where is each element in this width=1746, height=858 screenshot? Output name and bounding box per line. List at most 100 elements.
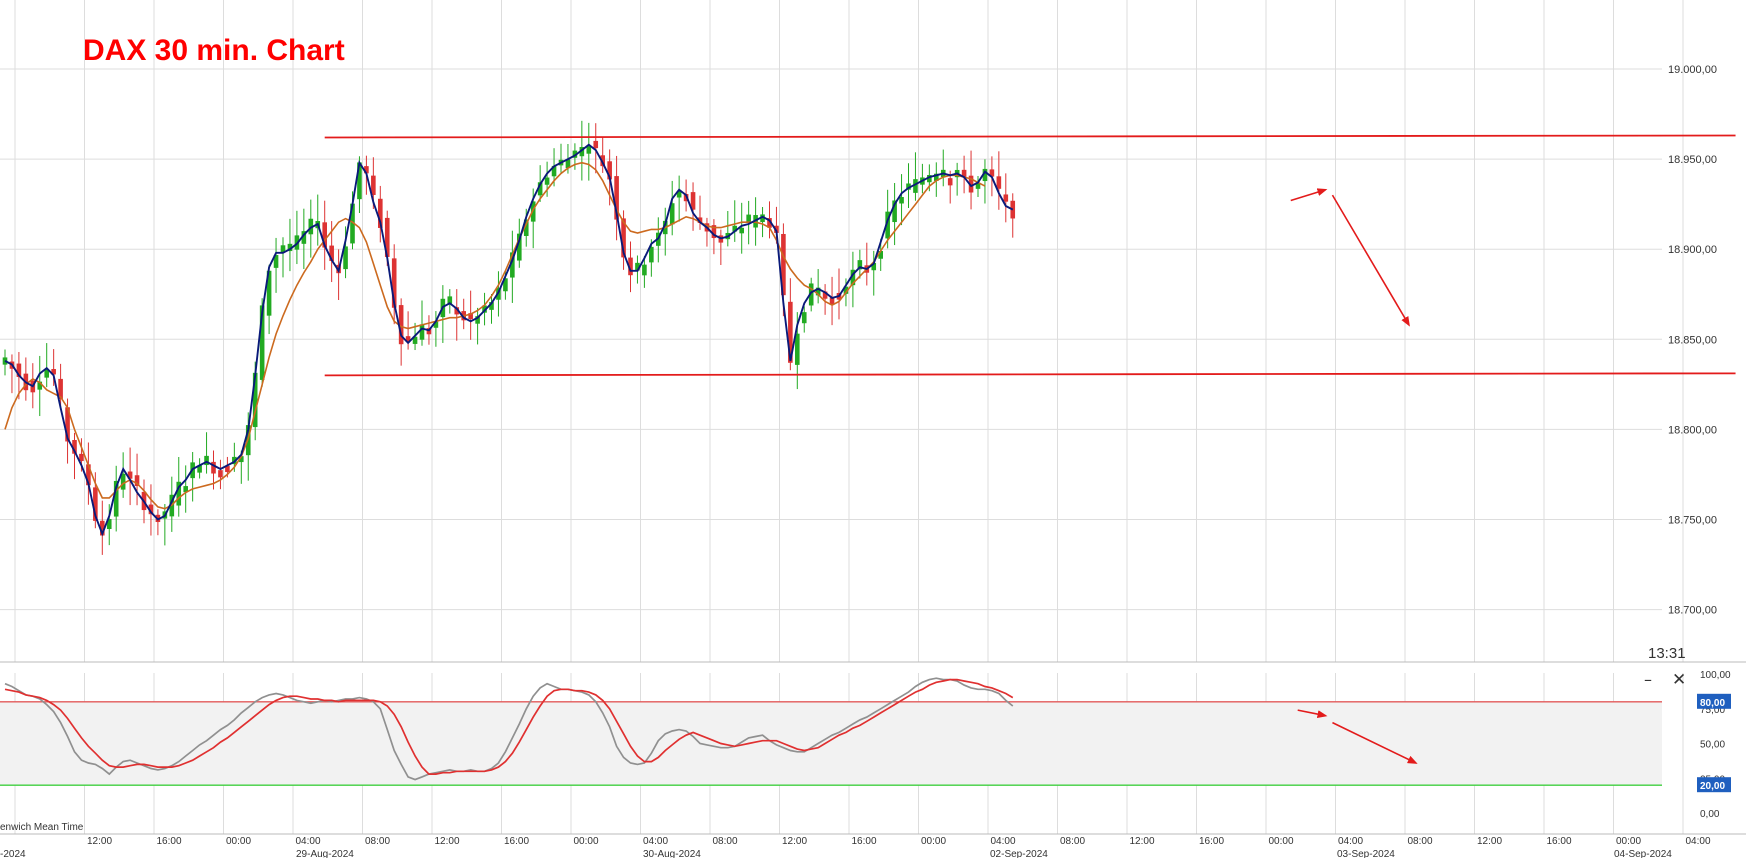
candle-up (739, 227, 744, 234)
minimize-icon[interactable]: – (1644, 670, 1652, 689)
candle-up (503, 278, 508, 292)
candle-down (1003, 194, 1009, 202)
candle-up (732, 225, 738, 232)
stochastic-tick-label: 100,00 (1700, 670, 1731, 681)
candle-down (996, 176, 1002, 189)
candle-up (746, 214, 751, 222)
moving-average-slow (4, 161, 986, 510)
time-tick-label: 16:00 (852, 836, 877, 847)
candle-up (433, 321, 439, 328)
candle-up (120, 473, 126, 490)
candle-down (148, 504, 154, 515)
candle-up (280, 245, 286, 253)
stochastic-tick-label: 0,00 (1700, 809, 1720, 820)
candle-down (621, 218, 626, 258)
time-tick-label: 12:00 (435, 836, 460, 847)
candle-up (106, 519, 112, 529)
candle-down (607, 161, 612, 180)
level-badge (1697, 693, 1731, 709)
candle-up (475, 316, 480, 324)
price-tick-label: 18.700,00 (1668, 605, 1717, 617)
candle-down (16, 363, 22, 377)
candle-down (384, 217, 390, 257)
candle-up (913, 179, 918, 193)
date-tick-label: 02-Sep-2024 (990, 849, 1048, 858)
candle-up (871, 263, 877, 271)
forecast-arrow (1331, 194, 1410, 327)
candle-up (934, 173, 939, 181)
candle-down (371, 175, 376, 196)
candle-down (628, 257, 633, 276)
candle-up (975, 182, 981, 189)
candle-up (204, 455, 209, 466)
candle-up (517, 233, 522, 261)
candle-up (801, 312, 807, 324)
date-tick-label: -2024 (0, 849, 26, 858)
candle-up (447, 296, 453, 304)
level-line (324, 134, 1736, 139)
time-tick-label: 04:00 (1338, 836, 1363, 847)
candle-up (301, 231, 307, 244)
candle-up (113, 480, 119, 517)
time-tick-label: 12:00 (1477, 836, 1502, 847)
candle-up (878, 250, 883, 259)
candle-up (197, 465, 202, 473)
candle-up (266, 270, 272, 316)
time-tick-label: 04:00 (991, 836, 1016, 847)
candle-up (551, 165, 557, 177)
candle-up (927, 175, 932, 183)
candle-up (239, 456, 244, 463)
time-tick-label: 00:00 (1269, 836, 1294, 847)
time-tick-label: 16:00 (1199, 836, 1224, 847)
candle-up (850, 269, 856, 286)
price-tick-label: 18.800,00 (1668, 424, 1717, 436)
candle-down (93, 487, 98, 521)
candle-up (649, 246, 654, 263)
candle-up (676, 190, 682, 198)
candle-up (857, 260, 863, 270)
time-tick-label: 12:00 (87, 836, 112, 847)
time-tick-label: 04:00 (296, 836, 321, 847)
candle-down (788, 301, 793, 363)
time-tick-label: 16:00 (157, 836, 182, 847)
candle-up (808, 283, 814, 306)
time-tick-label: 00:00 (226, 836, 251, 847)
candle-up (586, 146, 592, 154)
candle-up (183, 486, 188, 493)
stochastic-tick-label: 75,00 (1700, 705, 1725, 716)
candle-down (989, 169, 995, 177)
time-tick-label: 16:00 (1547, 836, 1572, 847)
candle-down (79, 453, 84, 462)
forecast-arrow (1290, 188, 1328, 202)
stochastic-k-line (4, 677, 1014, 781)
candle-down (968, 175, 974, 193)
candle-up (899, 197, 904, 204)
candle-up (37, 381, 43, 390)
candles (2, 120, 1016, 555)
price-tick-label: 19.000,00 (1668, 64, 1717, 76)
candle-up (259, 305, 265, 380)
level-badge-label: 80,00 (1700, 698, 1725, 709)
candle-down (454, 307, 460, 315)
candle-down (822, 291, 828, 299)
candle-up (510, 252, 515, 278)
candle-down (391, 258, 397, 308)
candle-up (885, 211, 890, 239)
level-badge (1697, 777, 1731, 793)
candle-up (572, 150, 578, 158)
timezone-label: enwich Mean Time (0, 822, 84, 833)
candle-down (405, 336, 411, 342)
candle-up (537, 182, 543, 196)
candle-up (308, 218, 314, 235)
candle-down (72, 440, 77, 454)
candle-up (760, 214, 765, 223)
candle-down (65, 407, 70, 442)
close-icon[interactable]: ✕ (1672, 670, 1687, 690)
candle-up (489, 302, 494, 310)
time-tick-label: 00:00 (921, 836, 946, 847)
time-tick-label: 08:00 (1060, 836, 1085, 847)
price-tick-label: 18.750,00 (1668, 515, 1717, 527)
price-tick-label: 18.850,00 (1668, 334, 1717, 346)
